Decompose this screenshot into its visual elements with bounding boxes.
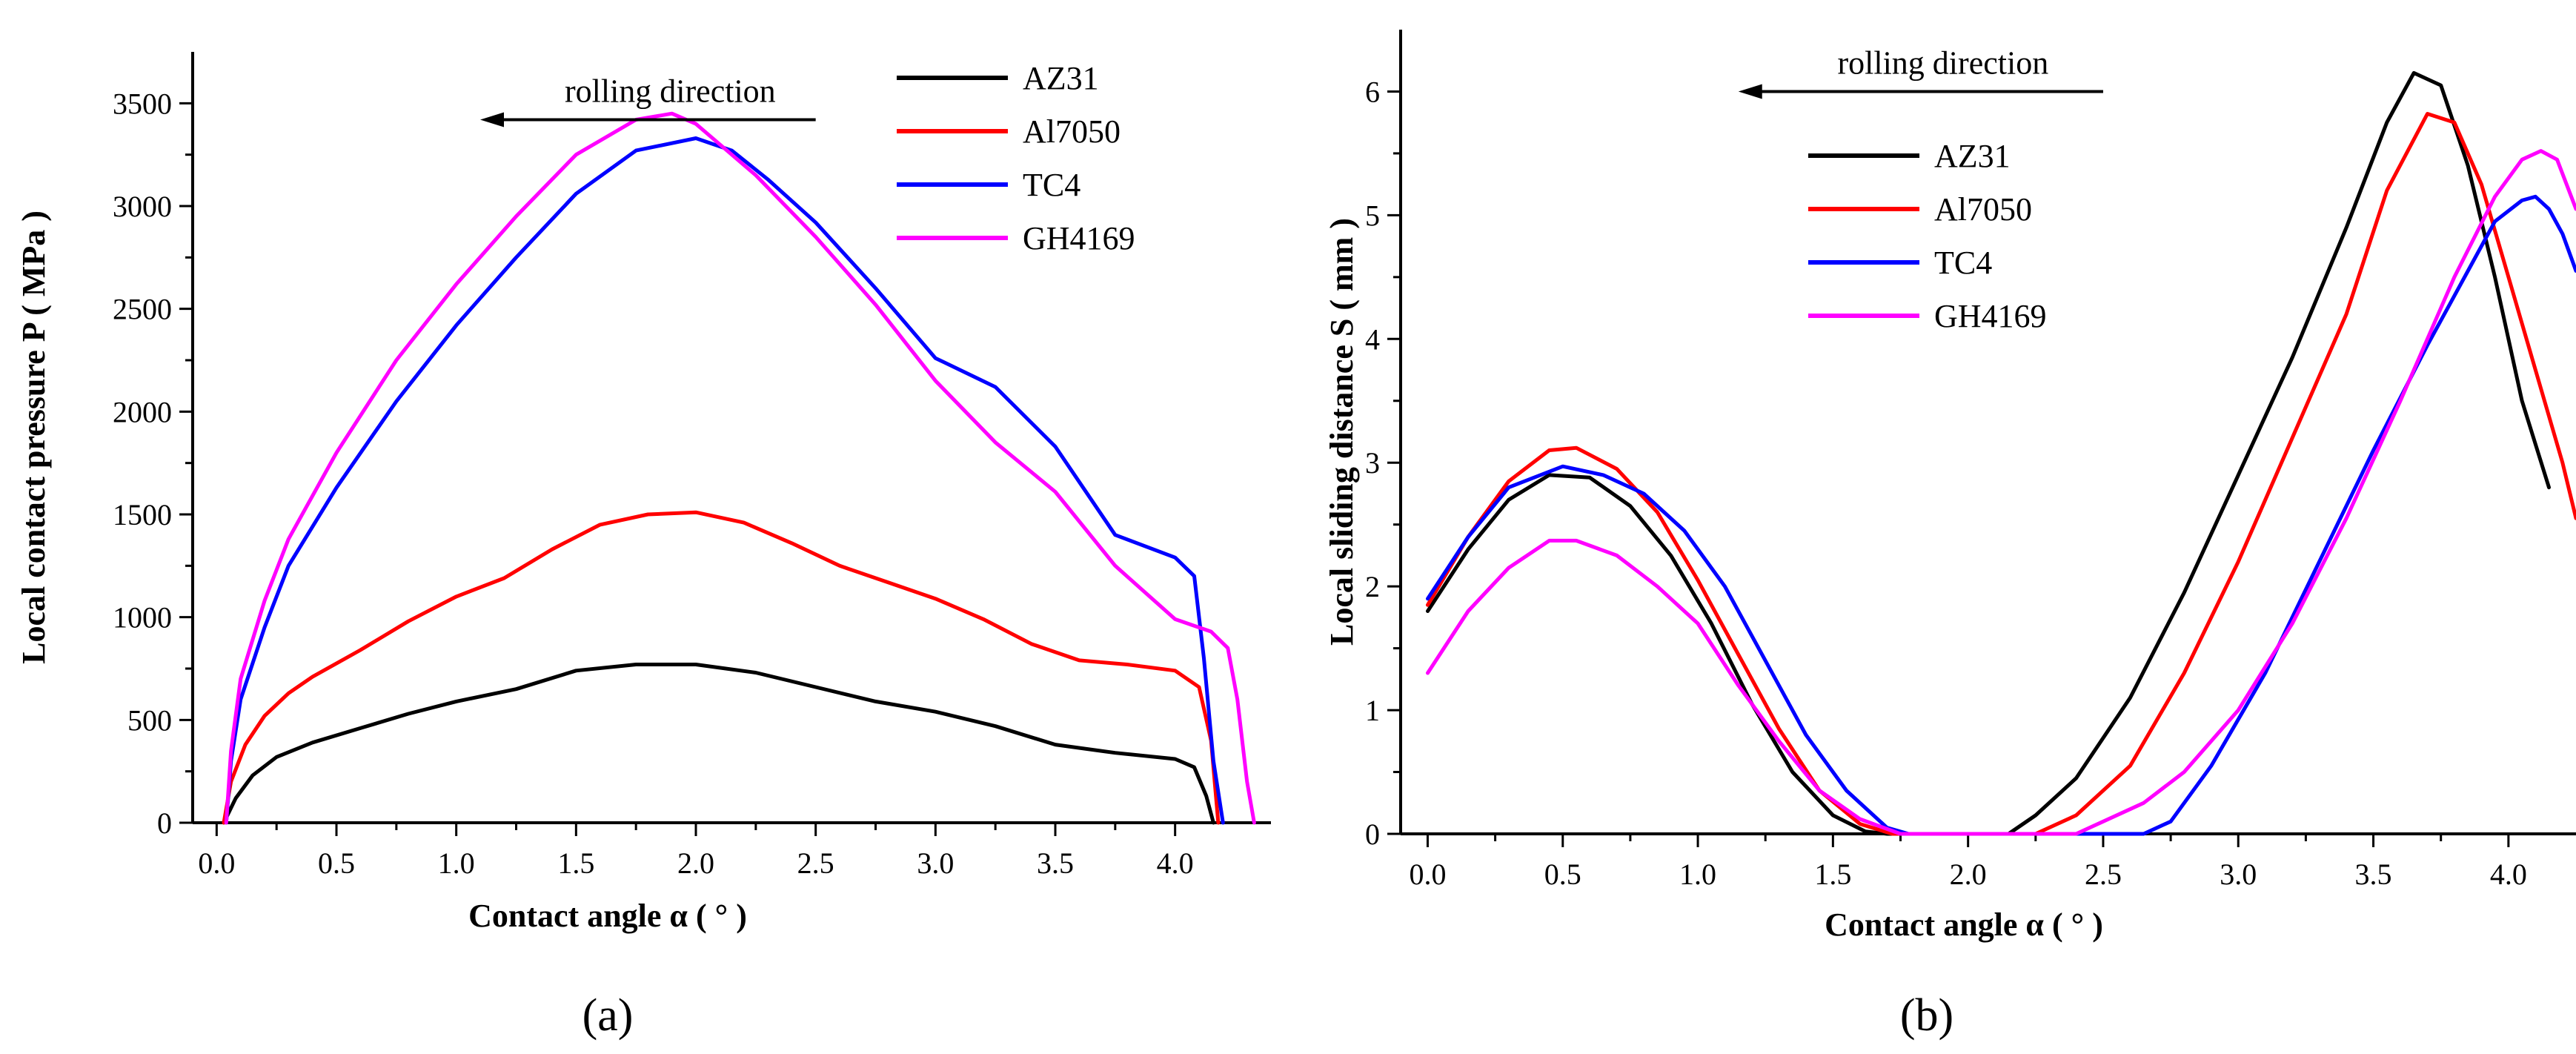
series-line-gh4169-a	[224, 111, 1256, 825]
y-tick-label-b: 1	[1365, 694, 1380, 727]
series-line-az31-b	[1426, 70, 2551, 836]
series-line-al7050-b	[1426, 112, 2576, 836]
x-tick-label-a: 3.5	[1037, 846, 1074, 880]
chart-b: 0.0 0.5 1.0 1.5 2.0 2.5 3.0 3.5 4.0 0 1 2 3 4 5 6 AZ31 Al…	[1324, 30, 2576, 1041]
y-tick-label-a: 1000	[113, 601, 172, 634]
legend-label-al7050: Al7050	[1023, 113, 1121, 150]
y-tick-label-b: 6	[1365, 75, 1380, 108]
legend-label-gh4169: GH4169	[1023, 220, 1135, 256]
panel-label-b: (b)	[1900, 990, 1953, 1041]
series-line-gh4169-b	[1426, 149, 2576, 836]
x-tick-label-b: 1.5	[1814, 858, 1851, 891]
rolling-direction-label-b: rolling direction	[1837, 44, 2048, 81]
x-tick-label-a: 1.5	[557, 846, 594, 880]
x-tick-label-b: 3.5	[2355, 858, 2392, 891]
x-tick-label-a: 1.0	[438, 846, 475, 880]
x-tick-label-b: 0.0	[1409, 858, 1446, 891]
y-tick-label-a: 500	[127, 703, 172, 737]
x-tick-label-b: 3.0	[2220, 858, 2257, 891]
legend-label-gh4169: GH4169	[1934, 298, 2047, 334]
y-tick-label-a: 1500	[113, 498, 172, 531]
y-tick-label-b: 4	[1365, 322, 1380, 356]
panel-label-a: (a)	[582, 990, 634, 1041]
y-tick-label-b: 5	[1365, 199, 1380, 232]
x-tick-label-b: 1.0	[1679, 858, 1716, 891]
x-tick-label-a: 0.5	[318, 846, 355, 880]
legend-label-az31: AZ31	[1023, 60, 1099, 96]
x-tick-label-a: 0.0	[198, 846, 235, 880]
legend-label-tc4: TC4	[1934, 245, 1992, 281]
x-tick-label-b: 2.5	[2085, 858, 2122, 891]
y-tick-label-b: 2	[1365, 570, 1380, 603]
rolling-direction-label-a: rolling direction	[565, 73, 776, 110]
x-axis-title-b: Contact angle α ( ° )	[1825, 906, 2103, 943]
y-tick-label-b: 3	[1365, 446, 1380, 480]
x-tick-label-b: 2.0	[1950, 858, 1987, 891]
arrow-head-icon	[1738, 84, 1762, 99]
y-tick-label-a: 3500	[113, 87, 172, 120]
legend-label-az31: AZ31	[1934, 138, 2011, 174]
legend-b: AZ31 Al7050 TC4 GH4169	[1808, 138, 2047, 334]
y-tick-label-a: 3000	[113, 190, 172, 223]
chart-a: 0.0 0.5 1.0 1.5 2.0 2.5 3.0 3.5 4.0 0 500 1000 1500 2…	[16, 52, 1271, 1041]
x-tick-label-b: 4.0	[2490, 858, 2527, 891]
x-tick-label-a: 2.0	[677, 846, 714, 880]
y-tick-label-a: 0	[157, 806, 172, 840]
y-axis-title-a: Local contact pressure P ( MPa )	[16, 211, 52, 664]
series-line-al7050-a	[222, 510, 1221, 825]
y-axis-title-b: Local sliding distance S ( mm )	[1324, 218, 1360, 646]
legend-a: AZ31 Al7050 TC4 GH4169	[897, 60, 1135, 256]
y-tick-label-a: 2000	[113, 395, 172, 428]
x-axis-title-a: Contact angle α ( ° )	[468, 898, 747, 934]
arrow-head-icon	[480, 112, 504, 127]
series-line-tc4-a	[224, 136, 1225, 825]
legend-label-al7050: Al7050	[1934, 191, 2032, 228]
x-tick-label-a: 3.0	[917, 846, 954, 880]
series-line-az31-a	[222, 663, 1215, 825]
x-tick-label-a: 2.5	[797, 846, 834, 880]
x-tick-label-b: 0.5	[1544, 858, 1581, 891]
series-line-tc4-b	[1426, 194, 2576, 836]
y-tick-label-b: 0	[1365, 818, 1380, 851]
y-tick-label-a: 2500	[113, 293, 172, 326]
legend-label-tc4: TC4	[1023, 167, 1080, 203]
x-tick-label-a: 4.0	[1157, 846, 1194, 880]
